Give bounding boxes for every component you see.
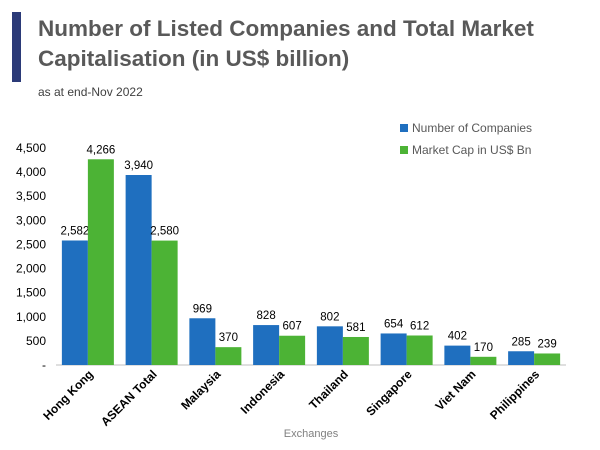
x-category-label: Indonesia: [238, 367, 288, 417]
bar-companies: [444, 345, 471, 365]
data-label-companies: 3,940: [124, 160, 153, 172]
x-category-label: Thailand: [306, 367, 351, 412]
legend-swatch-market-cap: [400, 146, 408, 154]
x-axis-title: Exchanges: [284, 428, 339, 440]
chart-title: Number of Listed Companies and Total Mar…: [38, 16, 534, 71]
data-label-companies: 402: [448, 331, 467, 343]
bar-companies: [125, 175, 152, 365]
bar-companies: [189, 318, 216, 365]
title-accent-bar: [12, 12, 21, 82]
x-category-label: Malaysia: [178, 367, 224, 413]
y-tick-label: -: [42, 358, 46, 372]
bar-market-cap: [151, 240, 178, 365]
data-label-companies: 285: [512, 336, 531, 348]
y-tick-label: 2,500: [16, 237, 46, 251]
chart-subtitle: as at end-Nov 2022: [38, 85, 143, 99]
x-category-label: Singapore: [363, 367, 415, 419]
data-label-market-cap: 239: [538, 338, 557, 350]
y-tick-label: 1,500: [16, 286, 46, 300]
data-label-market-cap: 370: [219, 332, 238, 344]
bar-market-cap: [279, 335, 306, 365]
data-label-companies: 2,582: [60, 225, 89, 237]
x-category-label: Philippines: [487, 367, 542, 422]
y-tick-label: 1,000: [16, 310, 46, 324]
bar-companies: [316, 326, 343, 365]
bar-market-cap: [215, 347, 242, 365]
data-label-market-cap: 170: [474, 342, 493, 354]
legend-label-market-cap: Market Cap in US$ Bn: [412, 143, 531, 157]
x-category-label: ASEAN Total: [98, 367, 160, 429]
data-label-companies: 654: [384, 318, 404, 330]
y-tick-label: 3,500: [16, 189, 46, 203]
data-label-market-cap: 607: [283, 321, 302, 333]
y-tick-label: 3,000: [16, 213, 46, 227]
bar-market-cap: [406, 335, 433, 365]
bar-companies: [508, 351, 535, 365]
x-category-label: Viet Nam: [432, 367, 478, 413]
legend-label-companies: Number of Companies: [412, 121, 532, 135]
bar-market-cap: [342, 336, 369, 365]
data-label-market-cap: 612: [410, 320, 429, 332]
x-category-label: Hong Kong: [40, 367, 96, 423]
data-label-market-cap: 4,266: [86, 144, 115, 156]
y-tick-label: 4,000: [16, 165, 46, 179]
y-tick-label: 4,500: [16, 141, 46, 155]
legend-swatch-companies: [400, 124, 408, 132]
bar-market-cap: [534, 353, 561, 365]
data-label-market-cap: 2,580: [150, 226, 179, 238]
y-tick-label: 2,000: [16, 262, 46, 276]
data-label-companies: 828: [257, 310, 276, 322]
bar-companies: [253, 325, 280, 365]
bar-market-cap: [87, 159, 114, 365]
data-label-companies: 802: [320, 311, 339, 323]
y-tick-label: 500: [26, 334, 46, 348]
data-label-companies: 969: [193, 303, 212, 315]
bar-companies: [61, 240, 88, 365]
bar-market-cap: [470, 356, 497, 365]
data-label-market-cap: 581: [346, 322, 365, 334]
bar-companies: [380, 333, 407, 365]
